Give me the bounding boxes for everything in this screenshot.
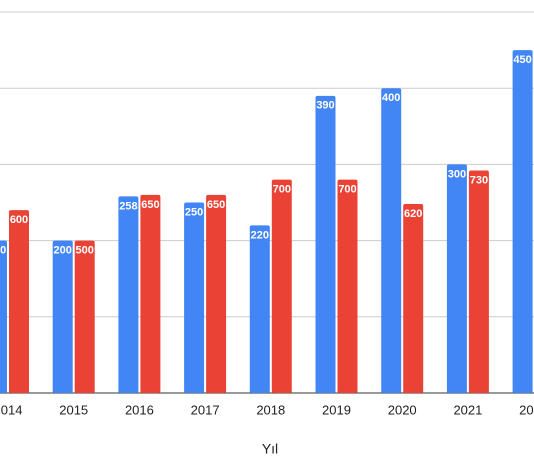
- x-tick-label: 2016: [125, 402, 154, 417]
- bar: [271, 179, 292, 393]
- value-label-bg: [272, 182, 291, 197]
- value-label-bg: [0, 243, 6, 258]
- value-label: 200: [0, 245, 6, 257]
- value-label-bg: [382, 91, 401, 106]
- value-label: 400: [382, 92, 400, 104]
- x-tick-label: 2015: [59, 402, 88, 417]
- bar: [512, 50, 533, 393]
- value-label: 220: [251, 229, 269, 241]
- x-tick-label: 2021: [453, 402, 482, 417]
- value-label-bg: [207, 197, 226, 212]
- x-axis-title: Yıl: [262, 441, 278, 457]
- value-label: 650: [141, 199, 159, 211]
- bar: [52, 240, 73, 393]
- bar: [184, 202, 205, 393]
- value-label-bg: [469, 173, 488, 188]
- bar: [337, 179, 358, 393]
- value-label: 450: [513, 54, 531, 66]
- bar: [381, 88, 402, 393]
- bar: [9, 210, 29, 393]
- value-label: 700: [273, 184, 291, 196]
- bar: [446, 164, 467, 393]
- x-tick-label: 2014: [0, 402, 22, 417]
- bar: [140, 194, 161, 393]
- value-label-bg: [316, 98, 335, 113]
- x-tick-label: 2022: [519, 402, 534, 417]
- value-label: 600: [10, 214, 28, 226]
- value-label-bg: [338, 182, 357, 197]
- x-tick-label: 2020: [388, 402, 417, 417]
- value-label: 258: [119, 200, 137, 212]
- value-label: 200: [54, 245, 72, 257]
- bar: [74, 240, 95, 393]
- bar: [315, 95, 336, 393]
- value-label-bg: [75, 243, 94, 258]
- bar: [403, 204, 424, 393]
- value-label-bg: [250, 228, 269, 243]
- value-label: 700: [338, 184, 356, 196]
- bar: [206, 194, 227, 393]
- value-label-bg: [513, 53, 532, 68]
- value-label: 390: [316, 100, 334, 112]
- value-label: 730: [470, 174, 488, 186]
- value-label: 250: [185, 206, 203, 218]
- value-label-bg: [10, 213, 28, 228]
- x-tick-label: 2017: [191, 402, 220, 417]
- bar: [118, 196, 139, 393]
- bar: [0, 240, 7, 393]
- value-label: 620: [404, 208, 422, 220]
- value-label-bg: [185, 205, 204, 220]
- value-label-bg: [447, 167, 466, 182]
- value-label: 650: [207, 199, 225, 211]
- x-tick-label: 2018: [256, 402, 285, 417]
- bar: [249, 225, 270, 393]
- bar: [468, 170, 489, 393]
- value-label-bg: [141, 197, 160, 212]
- x-tick-label: 2019: [322, 402, 351, 417]
- value-label-bg: [119, 199, 138, 214]
- value-label-bg: [53, 243, 72, 258]
- value-label: 300: [448, 168, 466, 180]
- value-label: 500: [76, 245, 94, 257]
- value-label-bg: [404, 207, 423, 222]
